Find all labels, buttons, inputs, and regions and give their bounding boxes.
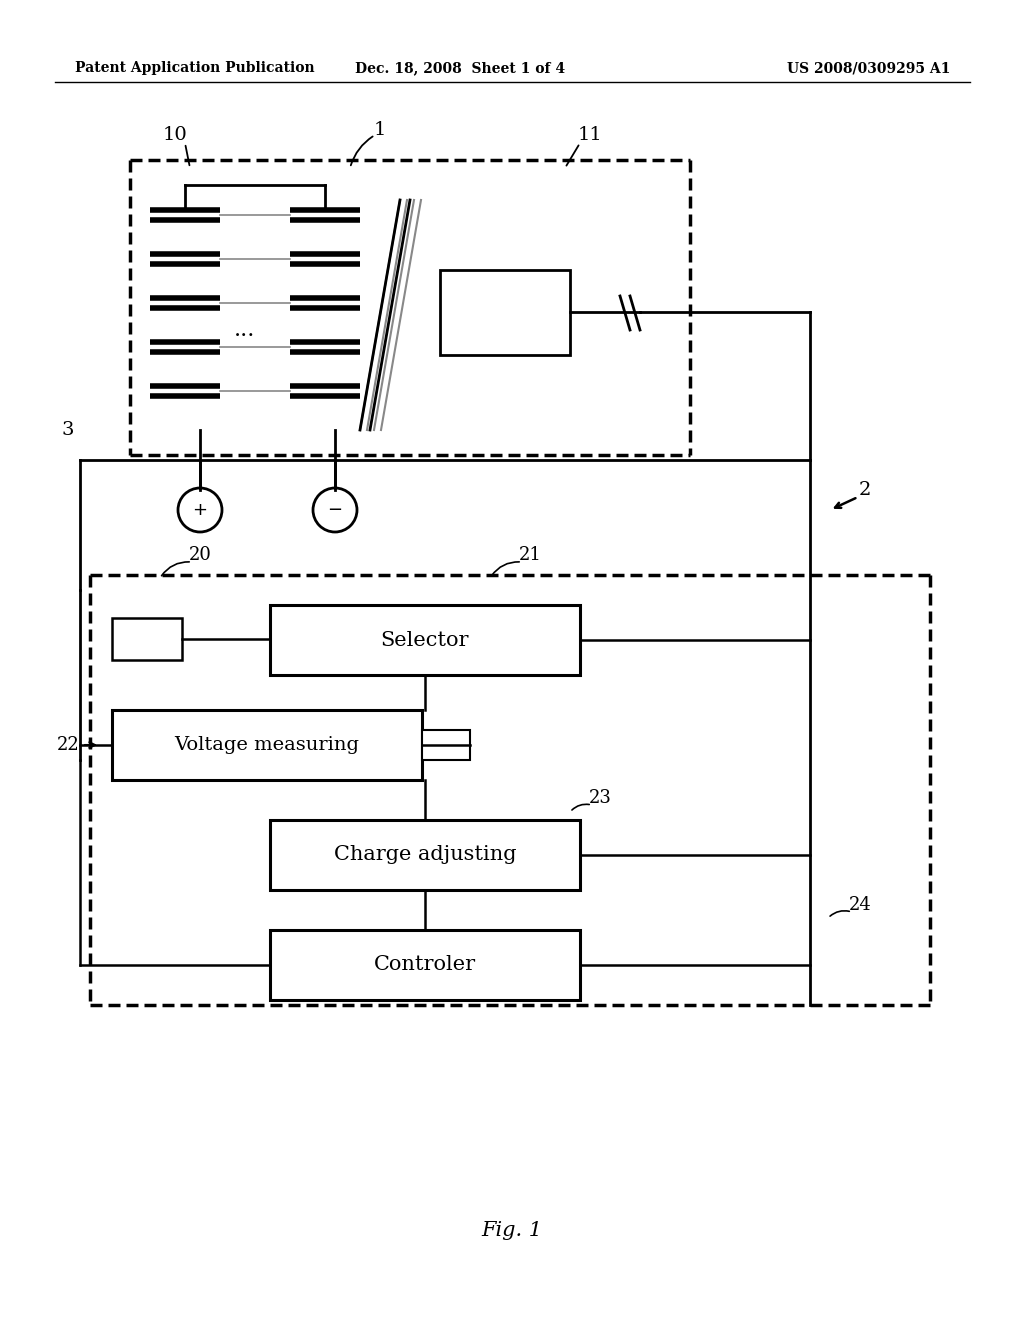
Text: Controler: Controler	[374, 956, 476, 974]
Text: Voltage measuring: Voltage measuring	[174, 737, 359, 754]
Text: 20: 20	[188, 546, 211, 564]
Text: 24: 24	[849, 896, 871, 913]
Text: 10: 10	[163, 125, 187, 144]
Text: 22: 22	[56, 737, 80, 754]
Text: +: +	[193, 502, 208, 519]
Text: Fig. 1: Fig. 1	[481, 1221, 543, 1239]
Text: 21: 21	[518, 546, 542, 564]
Text: −: −	[328, 502, 343, 519]
Bar	[440, 271, 570, 355]
Text: Selector: Selector	[381, 631, 469, 649]
Text: Dec. 18, 2008  Sheet 1 of 4: Dec. 18, 2008 Sheet 1 of 4	[355, 61, 565, 75]
Text: 23: 23	[589, 789, 611, 807]
Text: Patent Application Publication: Patent Application Publication	[75, 61, 314, 75]
Text: Charge adjusting: Charge adjusting	[334, 846, 516, 865]
Bar	[422, 730, 470, 760]
Text: 2: 2	[859, 480, 871, 499]
Bar	[112, 710, 422, 780]
Text: 11: 11	[578, 125, 602, 144]
Bar	[270, 931, 580, 1001]
Bar	[270, 605, 580, 675]
Bar	[112, 618, 182, 660]
Text: 1: 1	[374, 121, 386, 139]
Text: 3: 3	[61, 421, 75, 440]
Bar	[270, 820, 580, 890]
Text: US 2008/0309295 A1: US 2008/0309295 A1	[786, 61, 950, 75]
Text: ...: ...	[234, 319, 256, 341]
